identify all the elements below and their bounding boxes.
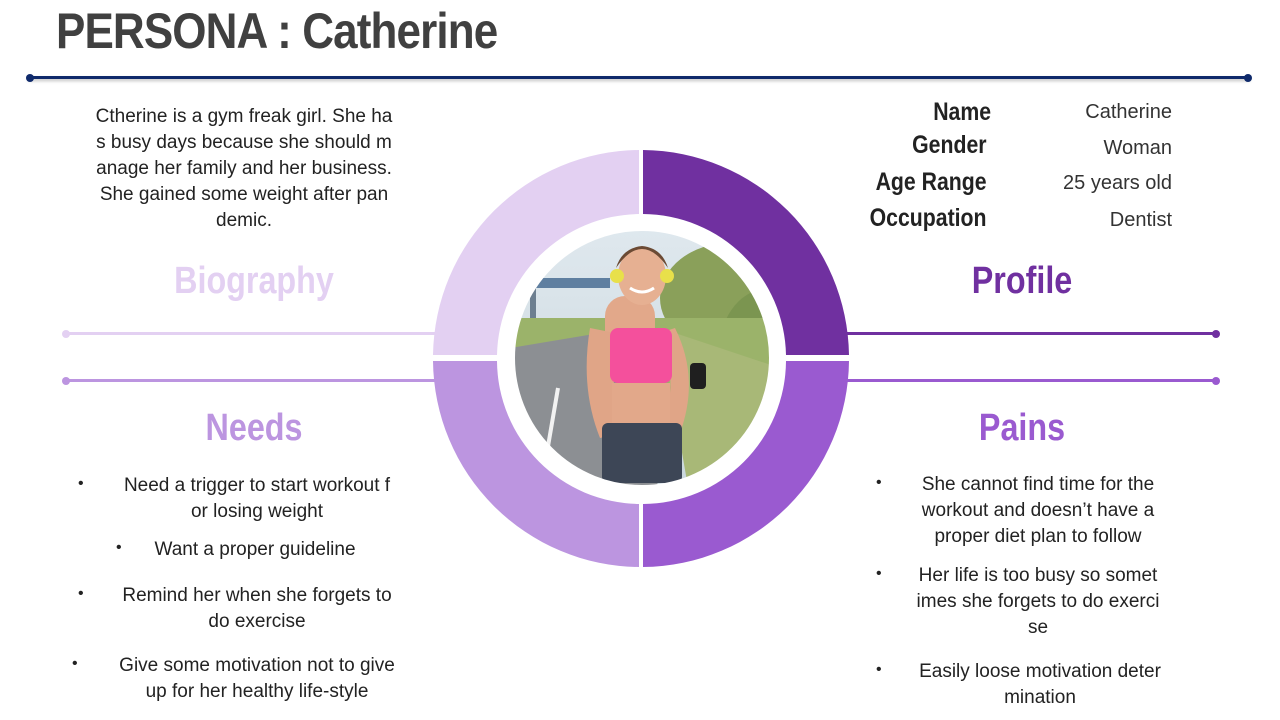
title-divider [26,73,1252,82]
ring-segment-biography [433,150,639,355]
ring-segment-profile [643,150,849,355]
divider-dot-left [26,73,34,82]
pains-item-line: imes she forgets to do exerci [916,591,1160,612]
connector-dot [1212,376,1220,385]
divider-dot-right [1244,73,1252,82]
biography-line: s busy days because she should m [96,132,392,153]
biography-line: She gained some weight after pan [99,184,389,205]
connector-dot [1212,329,1220,338]
connector-dot [62,329,70,338]
biography-line: anage her family and her business. [96,158,392,179]
profile-value-gender: Woman [1103,137,1172,159]
pains-item-line: She cannot find time for the [921,474,1155,495]
pains-item-line: workout and doesn’t have a [921,500,1155,521]
bullet-icon: • [876,565,882,582]
ring-segment-needs [433,361,639,567]
biography-line: Ctherine is a gym freak girl. She ha [95,106,393,127]
quadrant-ring [433,150,849,567]
biography-heading: Biography [174,260,334,302]
profile-connector [840,329,1220,338]
runner-woman-photo [514,230,770,486]
pains-heading: Pains [978,407,1066,449]
ring-segment-pains [643,361,849,567]
bullet-icon: • [876,474,882,491]
biography-text: Ctherine is a gym freak girl. She ha s b… [72,104,416,234]
needs-item-line: do exercise [208,611,306,632]
connector-dot [62,376,70,385]
list-item: • Need a trigger to start workout f or l… [70,473,420,525]
needs-heading: Needs [205,407,303,449]
profile-heading: Profile [971,260,1073,302]
pains-item-line: mination [1004,687,1076,708]
needs-item-line: Need a trigger to start workout f [123,475,391,496]
profile-label-gender: Gender [912,131,987,159]
list-item: • She cannot find time for the workout a… [870,472,1190,550]
pains-item-line: proper diet plan to follow [934,526,1142,547]
needs-item-line: or losing weight [190,501,324,522]
bullet-icon: • [78,475,84,492]
bullet-icon: • [876,661,882,678]
profile-value-name: Catherine [1085,101,1172,123]
pains-connector [840,376,1220,385]
pains-item-line: Her life is too busy so somet [918,565,1158,586]
list-item: • Her life is too busy so somet imes she… [870,563,1190,641]
needs-item-line: Want a proper guideline [154,539,356,560]
needs-item-line: Remind her when she forgets to [122,585,392,606]
profile-fields: Name Catherine Gender Woman Age Range 25… [860,98,1172,232]
profile-label-occupation: Occupation [870,204,987,232]
bullet-icon: • [72,655,78,672]
bullet-icon: • [116,539,122,556]
list-item: • Remind her when she forgets to do exer… [70,583,420,635]
profile-value-age-range: 25 years old [1063,172,1172,194]
needs-item-line: up for her healthy life-style [145,681,369,702]
page-title: PERSONA : Catherine [56,3,498,59]
pains-item-line: se [1027,617,1049,638]
biography-connector [62,329,444,338]
profile-label-name: Name [933,98,991,126]
list-item: • Give some motivation not to give up fo… [70,653,420,705]
list-item: • Want a proper guideline [70,537,420,563]
list-item: • Easily loose motivation deter mination [870,659,1190,711]
needs-item-line: Give some motivation not to give [119,655,395,676]
profile-value-occupation: Dentist [1109,209,1172,231]
biography-line: demic. [216,210,272,231]
needs-connector [62,376,444,385]
profile-label-age-range: Age Range [875,168,987,196]
pains-item-line: Easily loose motivation deter [919,661,1161,682]
bullet-icon: • [78,585,84,602]
